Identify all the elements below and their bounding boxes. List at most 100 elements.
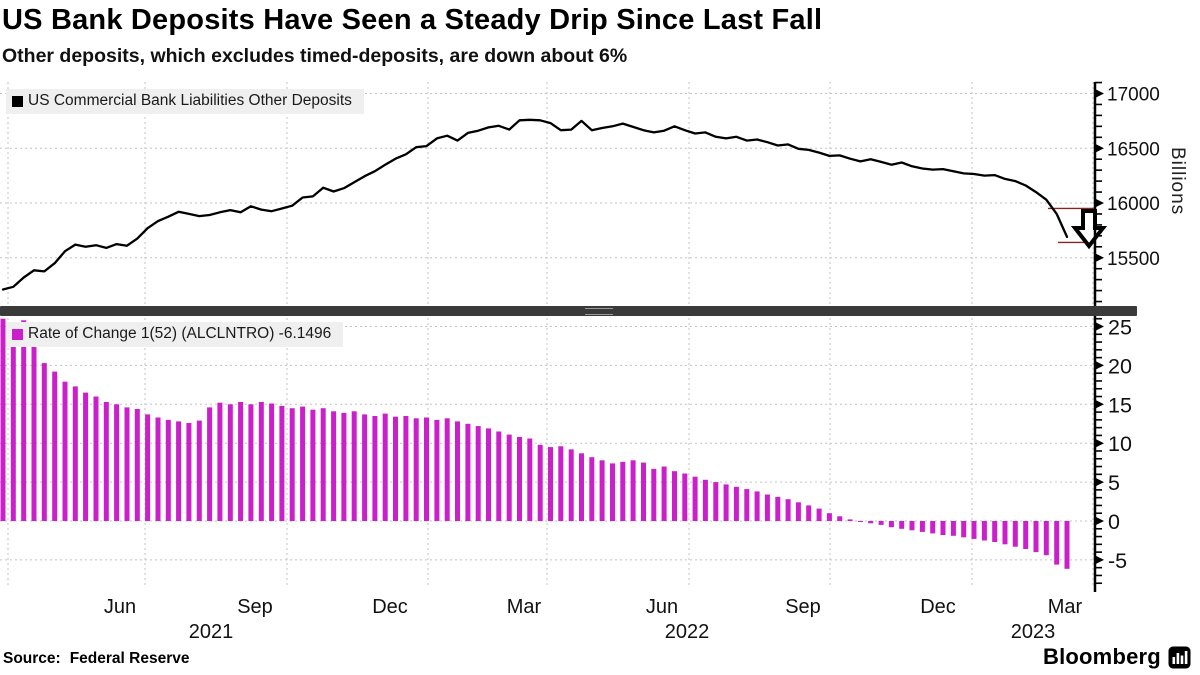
roc-bar bbox=[940, 521, 946, 535]
panel-separator[interactable] bbox=[0, 306, 1137, 316]
roc-bar bbox=[785, 499, 791, 521]
roc-bar bbox=[10, 323, 16, 521]
roc-bar bbox=[558, 446, 564, 521]
roc-bar bbox=[930, 521, 936, 534]
roc-bar bbox=[31, 343, 37, 521]
roc-bar bbox=[93, 396, 99, 521]
roc-bar bbox=[186, 423, 192, 521]
y-axis-tick-label: 15 bbox=[1108, 393, 1132, 417]
roc-bar bbox=[382, 413, 388, 521]
roc-bar bbox=[517, 437, 522, 521]
roc-bar bbox=[145, 414, 151, 521]
roc-bar bbox=[351, 411, 357, 521]
roc-bar bbox=[52, 371, 58, 521]
roc-bar bbox=[310, 409, 316, 521]
y-axis-tick-label: 15500 bbox=[1107, 249, 1160, 270]
roc-bar bbox=[176, 421, 182, 521]
roc-bar bbox=[548, 447, 553, 521]
roc-bar bbox=[816, 508, 822, 521]
y-axis-major-tick bbox=[1095, 89, 1104, 98]
y-axis-tick-label: 25 bbox=[1108, 316, 1132, 340]
roc-bar bbox=[806, 505, 812, 521]
roc-bar bbox=[847, 519, 853, 521]
roc-bar bbox=[331, 411, 337, 521]
roc-bar bbox=[393, 416, 398, 521]
roc-bar bbox=[909, 521, 915, 531]
deposits-line-series bbox=[1, 118, 1069, 291]
roc-bar bbox=[950, 521, 956, 536]
y-axis-major-tick bbox=[1095, 143, 1104, 153]
roc-bar bbox=[641, 462, 646, 521]
roc-bar bbox=[620, 461, 626, 521]
roc-bar bbox=[424, 417, 429, 521]
roc-bar bbox=[403, 416, 409, 521]
roc-bar bbox=[661, 466, 667, 521]
roc-bar bbox=[289, 408, 295, 521]
roc-bar bbox=[455, 421, 460, 521]
x-axis-year-label: 2022 bbox=[664, 621, 710, 643]
roc-bar bbox=[837, 516, 843, 521]
roc-bar bbox=[579, 453, 584, 521]
legend-deposits[interactable]: US Commercial Bank Liabilities Other Dep… bbox=[6, 89, 364, 114]
x-axis-month-label: Dec bbox=[372, 596, 408, 618]
source-value: Federal Reserve bbox=[69, 650, 190, 667]
y-axis-tick-label: 16500 bbox=[1107, 139, 1160, 160]
roc-bar bbox=[207, 407, 213, 521]
legend-chip-magenta bbox=[12, 328, 23, 340]
roc-bar bbox=[1043, 521, 1049, 556]
roc-bar bbox=[764, 494, 770, 521]
roc-bar bbox=[320, 408, 326, 521]
roc-bar bbox=[41, 363, 47, 521]
roc-bar bbox=[651, 468, 657, 521]
source-note: Source: Federal Reserve bbox=[3, 650, 190, 668]
y-axis-tick-label: -5 bbox=[1108, 549, 1127, 573]
roc-bar bbox=[444, 418, 450, 521]
y-axis-major-tick bbox=[1095, 555, 1104, 565]
roc-bar bbox=[527, 438, 533, 521]
page-subtitle: Other deposits, which excludes timed-dep… bbox=[2, 45, 628, 67]
roc-bar bbox=[878, 521, 884, 525]
roc-bar bbox=[992, 521, 998, 542]
y-axis-tick-label: 16000 bbox=[1107, 194, 1160, 215]
roc-bar bbox=[1054, 521, 1060, 565]
x-axis-year-label: 2021 bbox=[188, 621, 234, 643]
x-axis-month-label: Mar bbox=[1047, 596, 1083, 618]
roc-bar bbox=[537, 444, 543, 521]
roc-bar bbox=[155, 417, 161, 521]
roc-bar bbox=[134, 409, 140, 521]
roc-bar bbox=[475, 426, 481, 521]
roc-bar bbox=[568, 449, 574, 521]
roc-bar bbox=[506, 434, 512, 521]
legend-rate-of-change[interactable]: Rate of Change 1(52) (ALCLNTRO) -6.1496 bbox=[6, 322, 344, 347]
roc-bar bbox=[744, 489, 750, 521]
y-axis-tick-label: 17000 bbox=[1107, 85, 1160, 106]
roc-bar bbox=[300, 406, 306, 521]
x-axis-month-label: Mar bbox=[506, 596, 542, 618]
roc-bar bbox=[196, 420, 202, 521]
legend-chip-black bbox=[12, 95, 23, 107]
y-axis-major-tick bbox=[1095, 198, 1104, 208]
roc-bar bbox=[465, 423, 471, 522]
roc-bar bbox=[919, 521, 925, 532]
roc-bar bbox=[1012, 521, 1018, 547]
roc-bar bbox=[341, 412, 347, 521]
roc-bar-series bbox=[0, 318, 1070, 569]
y-axis-major-tick bbox=[1095, 322, 1104, 331]
separator-grip-icon[interactable] bbox=[585, 308, 613, 315]
y-axis-major-tick bbox=[1095, 477, 1104, 487]
x-axis-month-label: Jun bbox=[645, 596, 679, 618]
roc-bar bbox=[672, 471, 677, 521]
roc-bar bbox=[713, 482, 719, 521]
roc-bar bbox=[372, 416, 378, 521]
roc-bar bbox=[1002, 521, 1008, 545]
source-label: Source: bbox=[3, 650, 61, 667]
roc-bar bbox=[1023, 521, 1029, 549]
y-axis-tick-label: 10 bbox=[1108, 432, 1132, 456]
roc-bar bbox=[248, 404, 254, 521]
legend-rate-of-change-label: Rate of Change 1(52) (ALCLNTRO) -6.1496 bbox=[28, 325, 332, 342]
bloomberg-logo: Bloomberg bbox=[1043, 644, 1191, 670]
roc-bar bbox=[124, 407, 130, 521]
roc-bar bbox=[1064, 521, 1070, 569]
